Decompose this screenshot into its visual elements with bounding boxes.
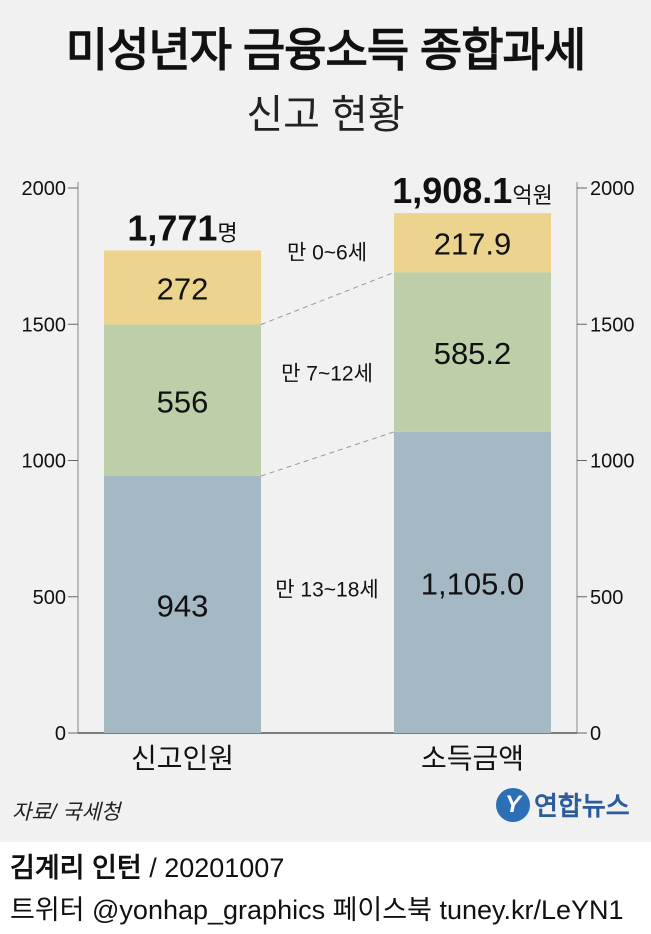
category-label: 신고인원 — [131, 743, 234, 774]
connector-line — [260, 271, 395, 325]
chart-subtitle: 신고 현황 — [246, 93, 405, 137]
total-value: 1,908.1 — [392, 170, 512, 211]
chart-title: 미성년자 금융소득 종합과세 — [65, 24, 586, 76]
segment-value-label: 556 — [157, 384, 209, 419]
total-label: 1,771명 — [127, 207, 237, 248]
bar-segment — [104, 250, 261, 325]
bar-segment — [394, 213, 551, 273]
left-tick-label: 1500 — [22, 314, 67, 336]
left-tick-label: 0 — [55, 723, 66, 745]
segment-value-label: 943 — [157, 589, 209, 624]
segment-value-label: 217.9 — [434, 227, 512, 262]
author-name: 김계리 인턴 — [10, 853, 142, 883]
credit-line: 김계리 인턴 / 20201007 — [10, 846, 284, 885]
publish-date: / 20201007 — [141, 853, 285, 883]
bar-segment — [394, 272, 551, 432]
left-tick-label: 500 — [33, 587, 66, 609]
segment-value-label: 1,105.0 — [421, 566, 524, 601]
right-tick-label: 1000 — [590, 451, 635, 473]
yonhap-logo-text: 연합뉴스 — [534, 791, 630, 821]
right-tick-label: 2000 — [590, 178, 635, 200]
series-label: 만 7~12세 — [281, 362, 373, 385]
right-tick-label: 1500 — [590, 314, 635, 336]
total-unit: 억원 — [512, 183, 552, 208]
total-value: 1,771 — [127, 207, 217, 248]
left-tick-label: 1000 — [22, 451, 67, 473]
source-note: 자료/ 국세청 — [12, 801, 121, 824]
segment-value-label: 585.2 — [434, 336, 512, 371]
right-tick-label: 0 — [590, 723, 601, 745]
stacked-bar-chart: 2000 2000 1500 1500 1000 1000 500 500 0 0 943 556 27… — [22, 170, 635, 774]
connector-line — [260, 431, 395, 477]
total-unit: 명 — [217, 220, 237, 245]
series-label: 만 13~18세 — [275, 579, 378, 602]
category-label: 소득금액 — [421, 743, 524, 774]
bar-segment — [104, 324, 261, 477]
right-tick-label: 500 — [590, 587, 623, 609]
social-line: 트위터 @yonhap_graphics 페이스북 tuney.kr/LeYN1 — [10, 895, 624, 925]
left-tick-label: 2000 — [22, 178, 67, 200]
segment-value-label: 272 — [157, 271, 209, 306]
yonhap-logo-icon: Y — [496, 787, 530, 822]
total-label: 1,908.1억원 — [392, 170, 553, 211]
bar-segment — [394, 431, 551, 733]
series-label: 만 0~6세 — [287, 241, 367, 264]
bar-segment — [104, 476, 261, 733]
yonhap-logo: Y 연합뉴스 — [496, 786, 630, 823]
